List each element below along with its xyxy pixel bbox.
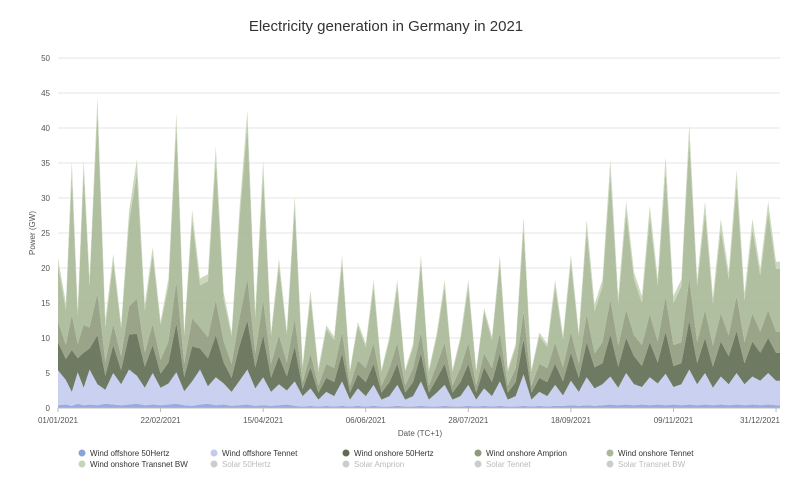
x-tick-label: 15/04/2021 xyxy=(243,416,284,425)
x-tick-label: 28/07/2021 xyxy=(448,416,489,425)
legend-item-solar-amprion[interactable]: Solar Amprion xyxy=(342,460,405,469)
legend-label: Solar Tennet xyxy=(486,460,532,469)
y-tick-label: 20 xyxy=(41,264,50,273)
legend-item-wind-offshore-tennet[interactable]: Wind offshore Tennet xyxy=(210,449,299,458)
y-tick-label: 35 xyxy=(41,159,50,168)
legend-marker xyxy=(78,449,86,457)
area-wind-onshore-tennet xyxy=(58,111,780,386)
legend-marker xyxy=(474,460,482,468)
legend-marker xyxy=(606,449,614,457)
legend-item-solar-transnet-bw[interactable]: Solar Transnet BW xyxy=(606,460,686,469)
y-tick-label: 0 xyxy=(46,404,51,413)
y-tick-label: 40 xyxy=(41,124,50,133)
area-series xyxy=(58,97,780,408)
x-tick-label: 22/02/2021 xyxy=(141,416,182,425)
legend-label: Wind onshore Transnet BW xyxy=(90,460,188,469)
legend-item-wind-onshore-tennet[interactable]: Wind onshore Tennet xyxy=(606,449,695,458)
legend-label: Solar 50Hertz xyxy=(222,460,271,469)
legend-label: Wind onshore Tennet xyxy=(618,449,694,458)
y-tick-labels: 0 5 10 15 20 25 30 35 40 45 50 xyxy=(41,54,50,413)
y-tick-label: 5 xyxy=(46,369,51,378)
legend-item-wind-onshore-50hertz[interactable]: Wind onshore 50Hertz xyxy=(342,449,434,458)
legend-label: Wind offshore Tennet xyxy=(222,449,298,458)
legend-item-solar-50hertz[interactable]: Solar 50Hertz xyxy=(210,460,271,469)
x-tick-label: 18/09/2021 xyxy=(551,416,592,425)
y-tick-label: 10 xyxy=(41,334,50,343)
legend-label: Solar Transnet BW xyxy=(618,460,686,469)
x-tick-label: 06/06/2021 xyxy=(346,416,387,425)
y-tick-label: 15 xyxy=(41,299,50,308)
legend-marker xyxy=(210,460,218,468)
legend-item-wind-onshore-transnet-bw[interactable]: Wind onshore Transnet BW xyxy=(78,460,189,469)
legend-marker xyxy=(78,460,86,468)
legend-label: Wind onshore 50Hertz xyxy=(354,449,434,458)
x-tick-label: 01/01/2021 xyxy=(38,416,79,425)
y-axis-label: Power (GW) xyxy=(28,211,37,255)
x-tick-label: 09/11/2021 xyxy=(654,416,694,425)
legend-item-solar-tennet[interactable]: Solar Tennet xyxy=(474,460,532,469)
y-tick-label: 25 xyxy=(41,229,50,238)
legend-marker xyxy=(342,449,350,457)
area-wind-offshore-50hertz xyxy=(58,403,780,408)
legend-marker xyxy=(342,460,350,468)
legend-marker xyxy=(210,449,218,457)
legend-label: Solar Amprion xyxy=(354,460,404,469)
legend-marker xyxy=(474,449,482,457)
y-tick-label: 30 xyxy=(41,194,50,203)
area-wind-offshore-tennet xyxy=(58,369,780,407)
chart-title: Electricity generation in Germany in 202… xyxy=(249,18,523,35)
legend: Wind offshore 50Hertz Wind offshore Tenne… xyxy=(78,449,695,469)
legend-item-wind-offshore-50hertz[interactable]: Wind offshore 50Hertz xyxy=(78,449,170,458)
y-tick-label: 45 xyxy=(41,89,50,98)
area-wind-onshore-50hertz xyxy=(58,320,780,400)
legend-item-wind-onshore-amprion[interactable]: Wind onshore Amprion xyxy=(474,449,567,458)
legend-label: Wind offshore 50Hertz xyxy=(90,449,169,458)
legend-marker xyxy=(606,460,614,468)
y-tick-label: 50 xyxy=(41,54,50,63)
legend-label: Wind onshore Amprion xyxy=(486,449,567,458)
x-tick-labels: 01/01/2021 22/02/2021 15/04/2021 06/06/2021… xyxy=(38,408,781,425)
x-tick-label: 31/12/2021 xyxy=(740,416,781,425)
area-wind-onshore-amprion xyxy=(58,278,780,393)
x-axis-label: Date (TC+1) xyxy=(398,429,443,438)
